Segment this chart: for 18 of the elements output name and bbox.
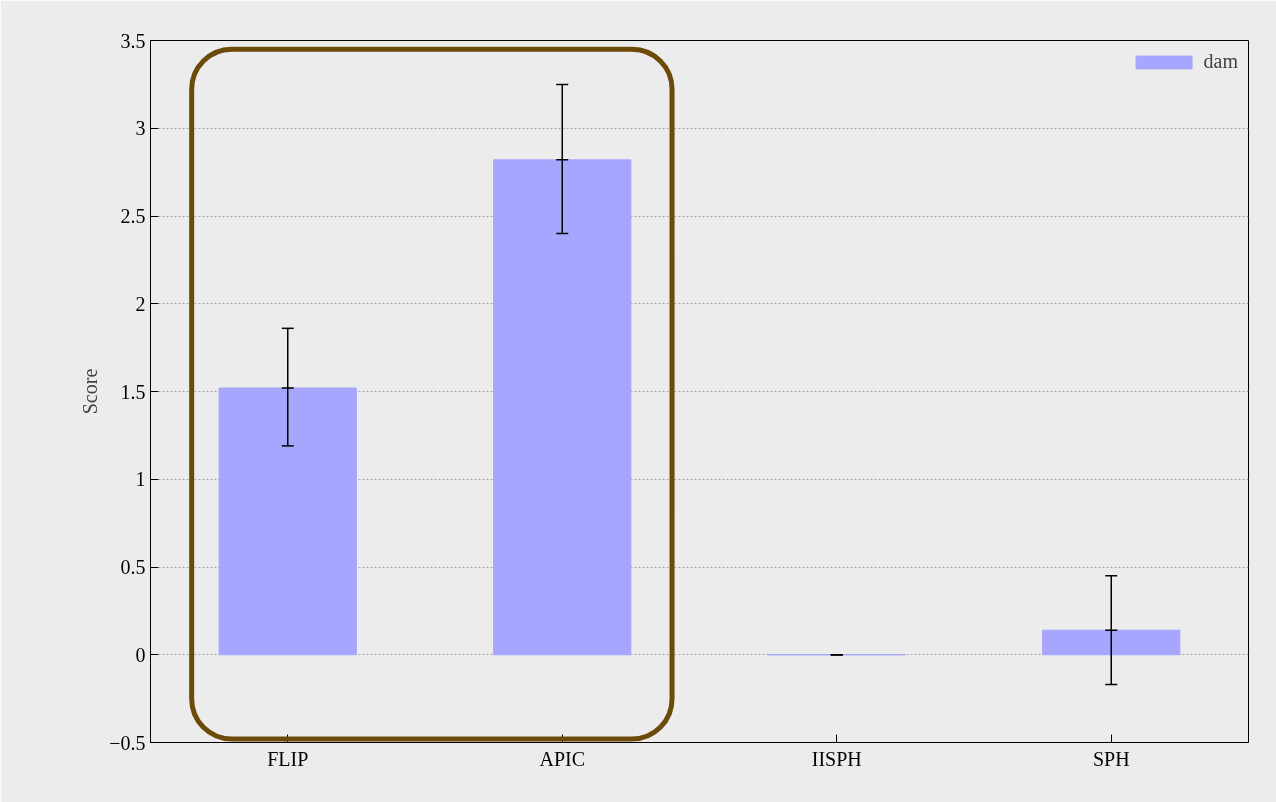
x-tick-label: FLIP	[267, 747, 309, 770]
y-tick-label: 3	[135, 117, 146, 140]
y-tick-label: −0.5	[109, 731, 146, 754]
y-tick-label: 1	[135, 468, 146, 491]
x-tick-label: SPH	[1092, 747, 1130, 770]
bar	[1042, 629, 1181, 656]
legend-label: dam	[1203, 50, 1238, 73]
y-tick-label: 3.5	[120, 29, 146, 52]
bar	[493, 159, 632, 656]
x-tick-label: IISPH	[811, 747, 862, 770]
y-axis-title: Score	[79, 368, 102, 415]
y-tick-label: 2.5	[120, 205, 146, 227]
y-tick-label: 0.5	[120, 556, 146, 578]
bar	[218, 387, 357, 656]
y-tick-label: 1.5	[120, 380, 146, 403]
y-tick-label: 0	[135, 643, 146, 666]
x-tick-label: APIC	[539, 747, 586, 770]
y-tick-label: 2	[135, 292, 146, 315]
